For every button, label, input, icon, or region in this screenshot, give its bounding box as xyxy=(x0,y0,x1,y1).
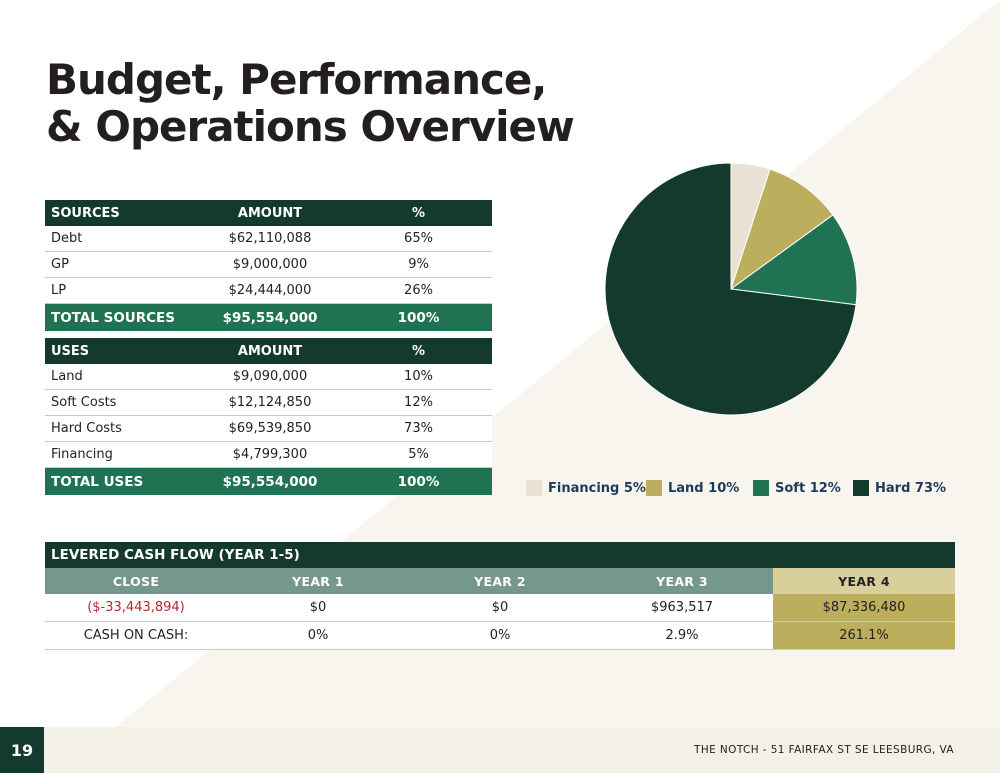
page-number: 19 xyxy=(0,727,44,773)
column-header: % xyxy=(345,338,492,364)
legend-item-hard: Hard 73% xyxy=(853,480,946,496)
legend-item-financing: Financing 5% xyxy=(526,480,646,496)
table-cell: 5% xyxy=(345,441,492,468)
table-header-row: USES AMOUNT % xyxy=(45,338,492,364)
legend-label: Soft 12% xyxy=(775,480,841,496)
table-cell: ($-33,443,894) xyxy=(45,594,227,622)
legend-swatch xyxy=(646,480,662,496)
table-cell: 2.9% xyxy=(591,621,773,650)
cash-flow-title: LEVERED CASH FLOW (YEAR 1-5) xyxy=(45,542,955,568)
page-title-line-2: & Operations Overview xyxy=(46,102,575,151)
legend-item-soft: Soft 12% xyxy=(753,480,841,496)
table-cell: TOTAL SOURCES xyxy=(45,303,195,331)
table-row: Financing $4,799,300 5% xyxy=(45,441,492,468)
table-cell: 65% xyxy=(345,226,492,252)
pie-legend: Financing 5% Land 10% Soft 12% Hard 73% xyxy=(526,480,966,500)
table-cell: $0 xyxy=(227,594,409,622)
table-cell: 10% xyxy=(345,364,492,390)
page-title: Budget, Performance, & Operations Overvi… xyxy=(46,55,575,151)
legend-label: Land 10% xyxy=(668,480,740,496)
table-cell: 100% xyxy=(345,303,492,331)
table-cell: 73% xyxy=(345,415,492,442)
total-uses-row: TOTAL USES $95,554,000 100% xyxy=(45,467,492,495)
uses-pie-chart xyxy=(604,162,858,416)
table-cell: $95,554,000 xyxy=(195,303,345,331)
legend-label: Financing 5% xyxy=(548,480,646,496)
table-cell: $95,554,000 xyxy=(195,467,345,495)
table-cell: $87,336,480 xyxy=(773,594,955,622)
table-row: GP $9,000,000 9% xyxy=(45,251,492,278)
column-header: AMOUNT xyxy=(195,338,345,364)
table-cell: 261.1% xyxy=(773,621,955,650)
column-header: SOURCES xyxy=(45,200,195,226)
levered-cash-flow-section: LEVERED CASH FLOW (YEAR 1-5) CLOSE YEAR … xyxy=(45,542,955,650)
pie-slice-land xyxy=(730,168,834,291)
table-header-row: CLOSE YEAR 1 YEAR 2 YEAR 3 YEAR 4 xyxy=(45,568,955,594)
table-cell: $69,539,850 xyxy=(195,415,345,442)
table-cell: Soft Costs xyxy=(45,389,195,416)
table-cell: 100% xyxy=(345,467,492,495)
table-cell: LP xyxy=(45,277,195,304)
cash-flow-table: CLOSE YEAR 1 YEAR 2 YEAR 3 YEAR 4 ($-33,… xyxy=(45,568,955,650)
uses-table: USES AMOUNT % Land $9,090,000 10% Soft C… xyxy=(45,338,492,495)
table-cell: 9% xyxy=(345,251,492,278)
column-header: YEAR 2 xyxy=(409,568,591,594)
table-row: Debt $62,110,088 65% xyxy=(45,226,492,252)
column-header: % xyxy=(345,200,492,226)
table-cell: $12,124,850 xyxy=(195,389,345,416)
table-cell: Financing xyxy=(45,441,195,468)
table-row: Land $9,090,000 10% xyxy=(45,364,492,390)
table-cell: $9,000,000 xyxy=(195,251,345,278)
total-sources-row: TOTAL SOURCES $95,554,000 100% xyxy=(45,303,492,331)
table-cell: Hard Costs xyxy=(45,415,195,442)
table-cell: 26% xyxy=(345,277,492,304)
table-cell: GP xyxy=(45,251,195,278)
legend-label: Hard 73% xyxy=(875,480,947,496)
sources-table: SOURCES AMOUNT % Debt $62,110,088 65% GP… xyxy=(45,200,492,331)
table-cell: TOTAL USES xyxy=(45,467,195,495)
table-cell: Debt xyxy=(45,226,195,252)
table-row: CASH ON CASH: 0% 0% 2.9% 261.1% xyxy=(45,621,955,650)
table-cell: Land xyxy=(45,364,195,390)
table-cell: 12% xyxy=(345,389,492,416)
legend-swatch xyxy=(853,480,869,496)
footer-address: THE NOTCH - 51 FAIRFAX ST SE LEESBURG, V… xyxy=(694,744,954,756)
pie-slice-hard xyxy=(604,162,857,416)
table-cell: $62,110,088 xyxy=(195,226,345,252)
table-cell: $963,517 xyxy=(591,594,773,622)
legend-item-land: Land 10% xyxy=(646,480,739,496)
table-cell: $4,799,300 xyxy=(195,441,345,468)
table-row: Hard Costs $69,539,850 73% xyxy=(45,415,492,442)
table-cell: $0 xyxy=(409,594,591,622)
table-cell: 0% xyxy=(409,621,591,650)
column-header: USES xyxy=(45,338,195,364)
table-cell: $9,090,000 xyxy=(195,364,345,390)
legend-swatch xyxy=(526,480,542,496)
column-header: YEAR 1 xyxy=(227,568,409,594)
pie-slice-soft xyxy=(729,214,858,306)
table-header-row: SOURCES AMOUNT % xyxy=(45,200,492,226)
table-row: ($-33,443,894) $0 $0 $963,517 $87,336,48… xyxy=(45,594,955,622)
table-cell: CASH ON CASH: xyxy=(45,621,227,650)
column-header: CLOSE xyxy=(45,568,227,594)
table-row: Soft Costs $12,124,850 12% xyxy=(45,389,492,416)
column-header: AMOUNT xyxy=(195,200,345,226)
column-header: YEAR 3 xyxy=(591,568,773,594)
page-title-line-1: Budget, Performance, xyxy=(46,55,547,104)
table-cell: 0% xyxy=(227,621,409,650)
legend-swatch xyxy=(753,480,769,496)
table-row: LP $24,444,000 26% xyxy=(45,277,492,304)
column-header: YEAR 4 xyxy=(773,568,955,594)
footer: 19 THE NOTCH - 51 FAIRFAX ST SE LEESBURG… xyxy=(0,727,1000,773)
table-cell: $24,444,000 xyxy=(195,277,345,304)
